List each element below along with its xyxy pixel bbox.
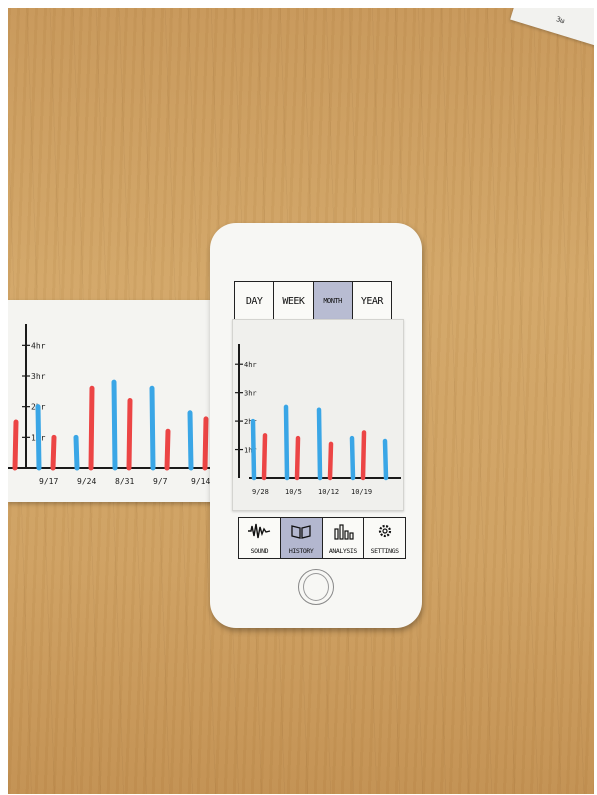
bar (73, 434, 80, 471)
y-tick-label: 1hr (244, 447, 257, 455)
y-tick-label: 3hr (244, 390, 257, 398)
bar (111, 379, 118, 471)
x-tick-label: 9/7 (153, 477, 168, 486)
x-tick-label: 9/17 (39, 477, 58, 486)
bar (327, 441, 334, 481)
phone-prototype: DAY WEEK MONTH YEAR 1hr 2hr 3hr 4hr 9/28 10/5… (210, 223, 422, 628)
bar (35, 404, 42, 471)
bar-chart-icon (334, 524, 354, 540)
nav-sound-label: SOUND (250, 547, 269, 555)
y-tick-label: 3hr (31, 372, 46, 381)
bar (250, 418, 257, 481)
bar (126, 398, 133, 471)
bar (12, 419, 19, 471)
nav-analysis[interactable]: ANALYSIS (323, 518, 365, 558)
bar (316, 407, 323, 481)
nav-history[interactable]: HISTORY (280, 518, 323, 558)
nav-sound[interactable]: SOUND (239, 518, 281, 558)
nav-settings-label: SETTINGS (370, 547, 400, 555)
bar (283, 404, 290, 481)
bar (202, 416, 209, 471)
tab-month[interactable]: MONTH (313, 282, 353, 320)
y-tick-label: 4hr (31, 341, 46, 350)
book-icon (291, 525, 311, 539)
bar (261, 433, 268, 481)
nav-settings[interactable]: SETTINGS (364, 518, 405, 558)
paper-scrap-text: 3ω (555, 15, 566, 26)
bar (360, 430, 367, 481)
bar (50, 434, 57, 471)
tab-week[interactable]: WEEK (274, 282, 314, 320)
bar (294, 435, 301, 481)
time-range-tabs: DAY WEEK MONTH YEAR (234, 281, 392, 321)
bar (149, 385, 156, 471)
photo-frame: 3ω 1hr 2hr 3hr 4hr 9/17 9/24 8/31 9/7 9/14 DAY W… (8, 8, 594, 794)
bar (88, 385, 95, 471)
x-tick-label: 8/31 (115, 477, 134, 486)
x-tick-label: 10/5 (285, 488, 302, 496)
x-tick-label: 9/14 (191, 477, 210, 486)
home-button[interactable] (298, 569, 334, 605)
x-tick-label: 10/12 (318, 488, 339, 496)
bar (382, 438, 389, 481)
y-tick-label: 2hr (244, 418, 257, 426)
sound-wave-icon (248, 523, 271, 539)
nav-history-label: HISTORY (288, 547, 314, 555)
y-tick-label: 4hr (244, 361, 257, 369)
x-tick-label: 10/19 (351, 488, 372, 496)
paper-scrap: 3ω (510, 8, 594, 55)
bar (349, 435, 356, 481)
x-tick-label: 9/28 (252, 488, 269, 496)
nav-analysis-label: ANALYSIS (328, 547, 358, 555)
gear-icon (378, 524, 391, 538)
x-tick-label: 9/24 (77, 477, 96, 486)
phone-chart-screen: 1hr 2hr 3hr 4hr 9/28 10/5 10/12 10/19 (232, 319, 404, 511)
tab-year[interactable]: YEAR (360, 295, 384, 307)
bottom-nav: SOUND HISTORY ANALYSIS (238, 517, 406, 559)
tab-day[interactable]: DAY (235, 282, 275, 320)
bar (164, 428, 171, 471)
screen-chart: 1hr 2hr 3hr 4hr 9/28 10/5 10/12 10/19 (235, 344, 401, 496)
bar (187, 410, 194, 471)
